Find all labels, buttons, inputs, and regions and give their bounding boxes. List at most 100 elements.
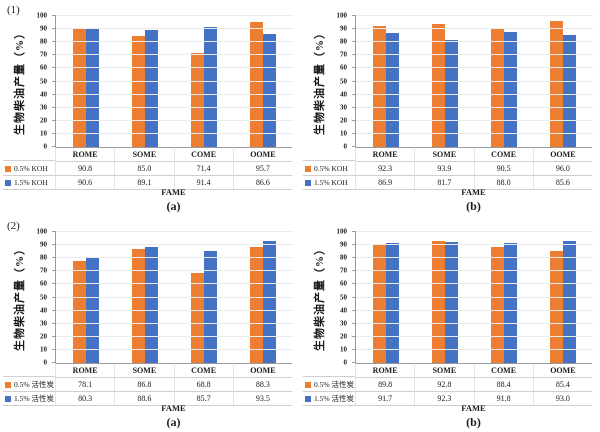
gridline (356, 119, 593, 121)
y-tick-label: 20 (40, 116, 47, 125)
gridline (56, 296, 293, 298)
value-cell: 92.3 (355, 162, 415, 176)
gridline (56, 270, 293, 272)
legend-swatch (5, 165, 11, 172)
y-tick-mark (352, 348, 356, 350)
y-tick-label: 20 (40, 332, 47, 341)
chart-panel-1a: (1) 生物柴油产量（%） 0 10 20 30 40 50 60 70 80 90 100 ROM… (0, 0, 300, 216)
y-tick-label: 10 (340, 345, 347, 354)
y-tick-mark (52, 106, 56, 108)
legend-label: 1.5% 活性炭 (14, 394, 54, 403)
bar (372, 245, 386, 363)
gridline (356, 244, 593, 246)
gridline (356, 348, 593, 350)
plot-area (352, 15, 593, 147)
y-tick-label: 70 (40, 266, 47, 275)
legend-swatch (305, 381, 311, 388)
gridline (56, 80, 293, 82)
bar (144, 30, 158, 147)
bar-group (475, 232, 534, 363)
value-cell: 88.0 (473, 176, 533, 190)
y-tick-mark (352, 283, 356, 285)
value-cell: 89.1 (114, 176, 174, 190)
value-cell: 96.0 (532, 162, 592, 176)
value-cell: 88.3 (232, 378, 292, 392)
bars-layer (356, 232, 593, 363)
legend-swatch (5, 381, 11, 388)
y-tick-mark (52, 283, 56, 285)
y-tick-label: 0 (343, 142, 348, 151)
bar-group (356, 16, 415, 147)
value-cell: 91.7 (355, 392, 415, 406)
bar (372, 26, 386, 147)
bar (385, 33, 399, 147)
y-tick-mark (352, 15, 356, 16)
y-tick-mark (52, 348, 56, 350)
table-corner-cell (303, 363, 355, 377)
legend-key: 1.5% KOH (303, 176, 355, 190)
bar-group (534, 16, 593, 147)
y-tick-mark (52, 67, 56, 69)
gridline (56, 335, 293, 337)
bar (144, 246, 158, 363)
legend-label: 0.5% KOH (14, 164, 48, 173)
value-cell: 88.6 (114, 392, 174, 406)
y-tick-mark (352, 132, 356, 134)
bar-group (175, 16, 234, 147)
y-tick-label: 80 (40, 253, 47, 262)
y-tick-label: 0 (343, 358, 348, 367)
value-cell: 86.9 (355, 176, 415, 190)
y-tick-label: 60 (40, 63, 47, 72)
gridline (356, 80, 593, 82)
value-cell: 85.4 (532, 378, 592, 392)
bars-layer (56, 16, 293, 147)
y-tick-label: 10 (340, 129, 347, 138)
value-cell: 86.6 (232, 176, 292, 190)
y-tick-label: 0 (43, 358, 48, 367)
table-corner-cell (303, 147, 355, 161)
value-cell: 93.5 (232, 392, 292, 406)
bar (204, 27, 218, 147)
y-tick-mark (52, 28, 56, 30)
legend-label: 0.5% KOH (314, 164, 348, 173)
y-tick-mark (52, 132, 56, 134)
y-axis-ticks: 0 10 20 30 40 50 60 70 80 90 100 (300, 12, 351, 150)
bar-group (175, 232, 234, 363)
y-tick-label: 0 (43, 142, 48, 151)
value-cell: 90.6 (55, 176, 115, 190)
legend-swatch (305, 179, 311, 186)
bar-group (475, 16, 534, 147)
y-tick-label: 80 (340, 253, 347, 262)
gridline (356, 309, 593, 311)
y-tick-label: 90 (40, 240, 47, 249)
gridline (356, 106, 593, 108)
category-header: COME (473, 363, 533, 378)
y-tick-mark (52, 54, 56, 56)
legend-label: 0.5% 活性炭 (314, 380, 354, 389)
category-header: OOME (232, 147, 292, 162)
value-cell: 89.8 (355, 378, 415, 392)
y-tick-mark (352, 257, 356, 259)
gridline (356, 231, 593, 232)
legend-swatch (305, 395, 311, 402)
bar (504, 242, 518, 363)
y-axis-ticks: 0 10 20 30 40 50 60 70 80 90 100 (0, 12, 51, 150)
bar (250, 21, 264, 147)
bar (491, 28, 505, 147)
y-tick-label: 20 (340, 116, 347, 125)
x-axis-label: FAME (461, 403, 486, 413)
x-axis-label: FAME (161, 187, 186, 197)
x-axis-label: FAME (161, 403, 186, 413)
y-tick-mark (352, 54, 356, 56)
bar-group (534, 232, 593, 363)
bar (444, 242, 458, 363)
legend-swatch (305, 165, 311, 172)
bar (563, 241, 577, 363)
gridline (56, 28, 293, 30)
bar-group (415, 232, 474, 363)
y-tick-mark (352, 335, 356, 337)
value-cell: 92.8 (414, 378, 474, 392)
chart-panel-1b: 生物柴油产量（%） 0 10 20 30 40 50 60 70 80 90 100 ROME SOM… (300, 0, 600, 216)
gridline (56, 106, 293, 108)
value-cell: 90.8 (55, 162, 115, 176)
